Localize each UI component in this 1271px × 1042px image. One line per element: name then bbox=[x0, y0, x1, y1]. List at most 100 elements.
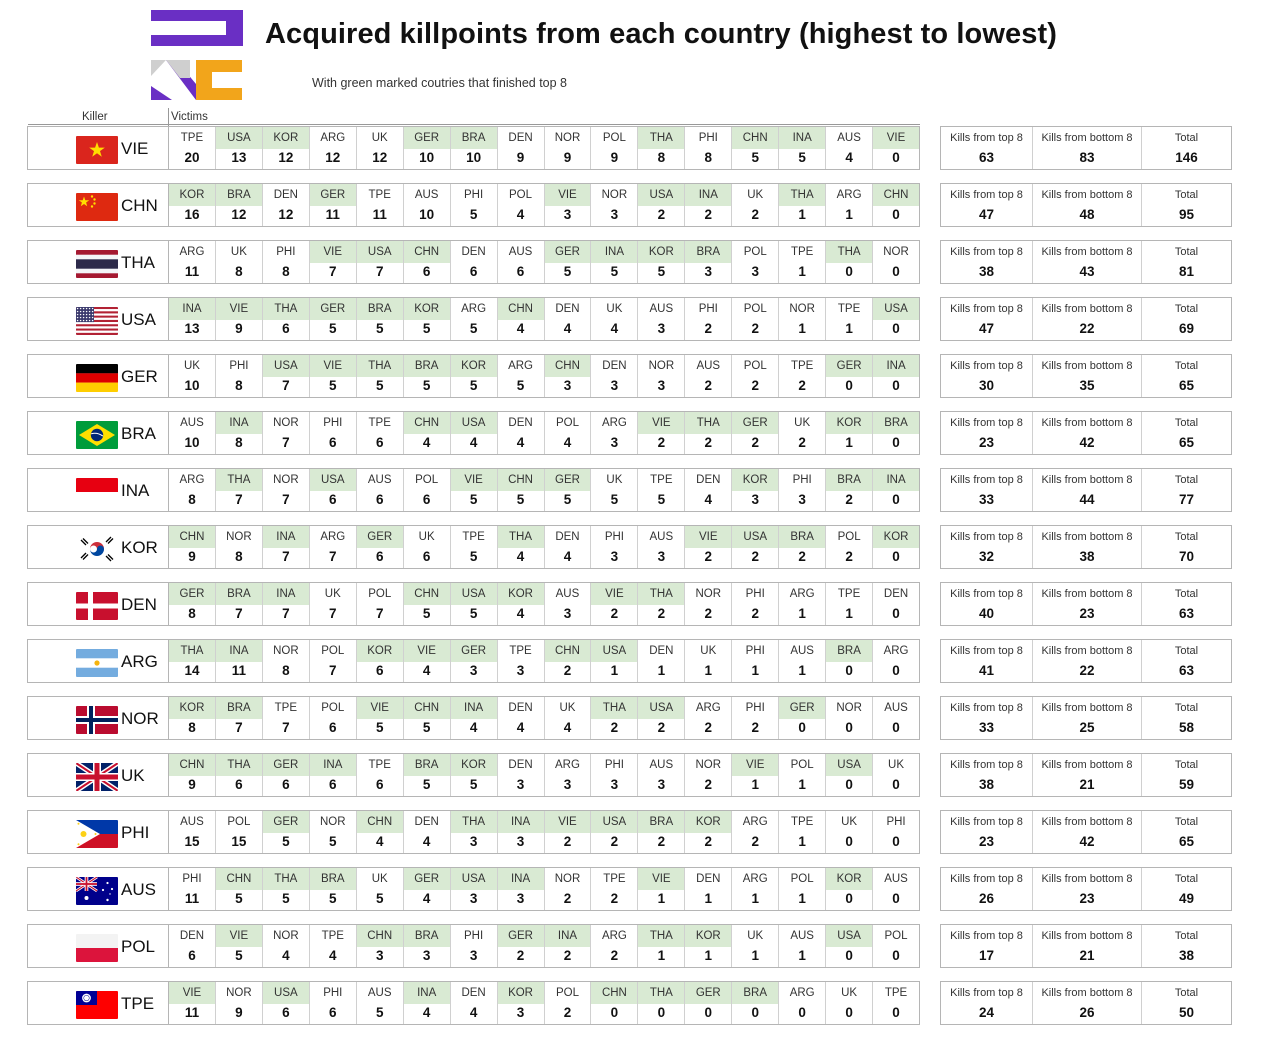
kill-count: 2 bbox=[704, 606, 713, 621]
stats-box: Kills from top 8 17 Kills from bottom 8 21 T… bbox=[940, 924, 1232, 968]
victim-country-code: GER bbox=[544, 469, 591, 491]
kill-count: 4 bbox=[516, 549, 525, 564]
kill-count: 5 bbox=[375, 1005, 384, 1020]
kills-from-bottom8-cell: Kills from bottom 8 35 bbox=[1032, 355, 1141, 397]
victim-cell: INA 5 bbox=[778, 127, 826, 169]
organizer-logo bbox=[151, 10, 243, 100]
kills-from-top8-label: Kills from top 8 bbox=[950, 987, 1023, 999]
kill-count: 3 bbox=[610, 549, 619, 564]
victim-cell: POL 0 bbox=[872, 925, 919, 967]
victim-country-code: PHI bbox=[229, 360, 249, 372]
victim-cell: GER 5 bbox=[543, 469, 591, 511]
victim-cell: BRA 7 bbox=[214, 697, 262, 739]
victim-country-code: CHN bbox=[732, 127, 779, 149]
victim-cell: USA 2 bbox=[637, 697, 685, 739]
victim-country-code: GER bbox=[403, 868, 450, 890]
kill-count: 3 bbox=[516, 834, 525, 849]
victim-country-code: NOR bbox=[273, 930, 299, 942]
victim-cell: PHI 11 bbox=[168, 868, 215, 910]
victim-cell: BRA 2 bbox=[825, 469, 873, 511]
kills-from-bottom8-label: Kills from bottom 8 bbox=[1041, 816, 1133, 828]
victim-cell: USA 0 bbox=[825, 754, 873, 796]
victim-country-code: AUS bbox=[884, 702, 908, 714]
kill-count: 1 bbox=[845, 606, 853, 621]
kill-count: 11 bbox=[372, 207, 387, 222]
victim-country-code: BRA bbox=[685, 241, 732, 263]
victim-country-code: PHI bbox=[745, 702, 765, 714]
total-kills-cell: Total 77 bbox=[1141, 469, 1231, 511]
kills-from-bottom8-label: Kills from bottom 8 bbox=[1041, 645, 1133, 657]
victim-country-code: ARG bbox=[601, 930, 627, 942]
victim-country-code: NOR bbox=[320, 816, 346, 828]
total-kills-cell: Total 63 bbox=[1141, 640, 1231, 682]
victim-cell: KOR 0 bbox=[825, 868, 873, 910]
victim-country-code: BRA bbox=[873, 412, 919, 434]
killer-country-code: POL bbox=[121, 937, 156, 956]
victim-cell: AUS 2 bbox=[684, 355, 731, 397]
killer-cell: TPE bbox=[27, 981, 169, 1025]
total-kills-value: 77 bbox=[1178, 492, 1195, 507]
victim-country-code: AUS bbox=[508, 246, 533, 258]
victim-country-code: GER bbox=[309, 298, 356, 320]
victim-country-code: USA bbox=[591, 811, 638, 833]
victim-country-code: PHI bbox=[604, 759, 624, 771]
kill-count: 7 bbox=[282, 435, 290, 450]
victim-country-code: INA bbox=[685, 184, 732, 206]
victim-cell: BRA 3 bbox=[684, 241, 732, 283]
victim-country-code: USA bbox=[450, 868, 497, 890]
killer-country-code: UK bbox=[121, 766, 145, 785]
victim-country-code: POL bbox=[743, 246, 767, 258]
kills-from-bottom8-value: 44 bbox=[1079, 492, 1095, 507]
victim-country-code: VIE bbox=[544, 811, 591, 833]
victim-cell: KOR 5 bbox=[637, 241, 685, 283]
victim-cell: ARG 8 bbox=[168, 469, 215, 511]
victim-country-code: CHN bbox=[403, 241, 450, 263]
victim-country-code: INA bbox=[450, 697, 497, 719]
kill-count: 2 bbox=[657, 207, 666, 222]
victim-cell: DEN 1 bbox=[637, 640, 684, 682]
victim-country-code: DEN bbox=[883, 588, 909, 600]
kill-count: 3 bbox=[751, 492, 759, 507]
victim-cell: THA 2 bbox=[590, 697, 638, 739]
victim-cell: NOR 4 bbox=[261, 925, 309, 967]
victim-country-code: THA bbox=[215, 469, 262, 491]
victim-cell: NOR 5 bbox=[308, 811, 356, 853]
victim-country-code: PHI bbox=[886, 816, 906, 828]
kill-count: 2 bbox=[610, 891, 619, 906]
victim-country-code: THA bbox=[356, 355, 403, 377]
victim-cell: INA 4 bbox=[449, 697, 497, 739]
kill-count: 2 bbox=[751, 606, 759, 621]
victim-cell: THA 0 bbox=[637, 982, 685, 1024]
victim-country-code: NOR bbox=[695, 588, 722, 600]
china-flag bbox=[76, 193, 118, 221]
kill-count: 5 bbox=[329, 321, 337, 336]
victim-country-code: VIE bbox=[638, 868, 685, 890]
kills-from-bottom8-cell: Kills from bottom 8 25 bbox=[1032, 697, 1141, 739]
kills-from-bottom8-label: Kills from bottom 8 bbox=[1041, 702, 1133, 714]
kill-count: 1 bbox=[798, 207, 806, 222]
victim-cell: PHI 8 bbox=[684, 127, 731, 169]
total-kills-value: 95 bbox=[1178, 207, 1195, 222]
kills-from-bottom8-label: Kills from bottom 8 bbox=[1041, 873, 1133, 885]
kill-count: 6 bbox=[422, 264, 431, 279]
victim-country-code: NOR bbox=[554, 132, 581, 144]
victims-row: DEN 6 VIE 5 NOR 4 TPE 4 CHN 3 BRA 3 PHI 3 GER 2 INA 2 ARG 2… bbox=[168, 924, 920, 968]
kill-count: 2 bbox=[704, 549, 713, 564]
victim-country-code: CHN bbox=[497, 469, 544, 491]
kill-count: 7 bbox=[282, 720, 290, 735]
kill-count: 11 bbox=[231, 663, 247, 678]
victim-country-code: KOR bbox=[403, 298, 450, 320]
killer-cell: KOR bbox=[27, 525, 169, 569]
victim-country-code: KOR bbox=[638, 241, 685, 263]
victim-cell: THA 14 bbox=[168, 640, 215, 682]
victim-cell: CHN 3 bbox=[543, 355, 591, 397]
total-kills-cell: Total 38 bbox=[1141, 925, 1231, 967]
kill-count: 0 bbox=[845, 834, 853, 849]
kills-from-top8-label: Kills from top 8 bbox=[950, 816, 1023, 828]
victim-country-code: GER bbox=[732, 412, 779, 434]
killer-country-code: GER bbox=[121, 367, 158, 386]
stats-box: Kills from top 8 33 Kills from bottom 8 25 T… bbox=[940, 696, 1232, 740]
kill-count: 11 bbox=[184, 264, 200, 279]
total-kills-cell: Total 95 bbox=[1141, 184, 1231, 226]
kill-count: 1 bbox=[751, 663, 759, 678]
